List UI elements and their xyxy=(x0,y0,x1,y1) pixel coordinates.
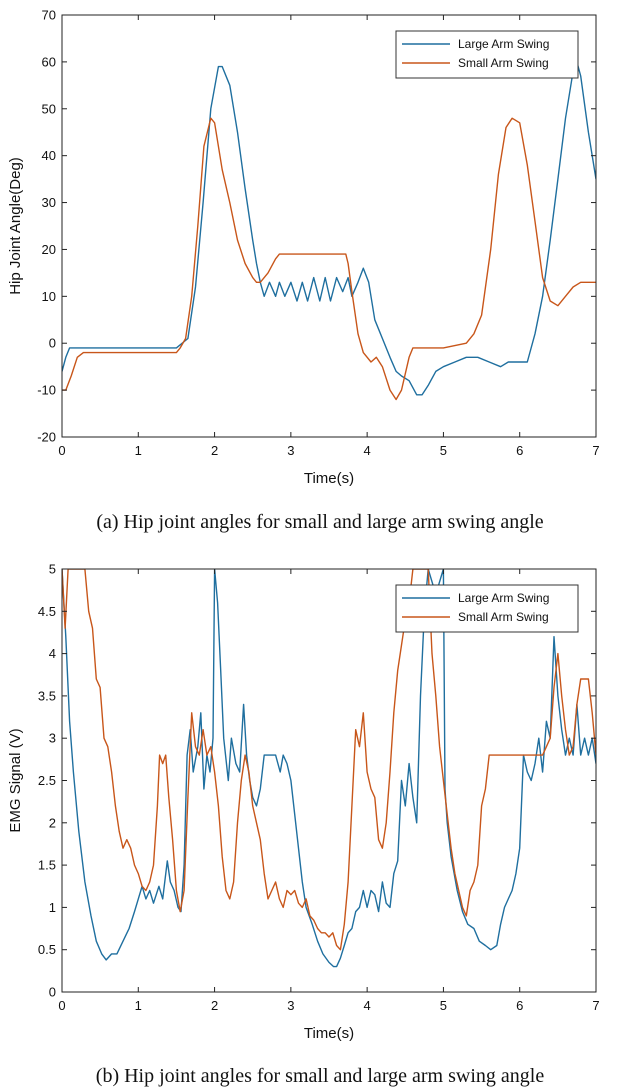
series-line-large-arm-swing xyxy=(62,569,596,968)
y-axis-label: EMG Signal (V) xyxy=(7,728,24,832)
figure-caption: (b) Hip joint angles for small and large… xyxy=(96,1065,545,1087)
y-tick-label: 70 xyxy=(42,8,56,23)
x-tick-label: 6 xyxy=(516,998,523,1013)
series-line-small-arm-swing xyxy=(62,117,596,401)
x-tick-label: 3 xyxy=(287,443,294,458)
x-tick-label: 7 xyxy=(592,998,599,1013)
y-tick-label: 0.5 xyxy=(38,942,56,957)
y-tick-label: 3 xyxy=(49,731,56,746)
x-tick-label: 5 xyxy=(440,998,447,1013)
legend-box xyxy=(395,30,579,79)
axes-frame xyxy=(61,14,597,438)
y-tick-label: 2.5 xyxy=(38,773,56,788)
y-tick-label: 50 xyxy=(42,101,56,116)
series-line-small-arm-swing xyxy=(62,569,596,951)
x-tick-label: 0 xyxy=(58,998,65,1013)
x-tick-label: 1 xyxy=(135,443,142,458)
y-tick-label: 0 xyxy=(49,336,56,351)
x-tick-label: 2 xyxy=(211,443,218,458)
legend-label-large-arm-swing: Large Arm Swing xyxy=(458,591,549,605)
legend-label-small-arm-swing: Small Arm Swing xyxy=(458,610,549,624)
y-tick-label: 2 xyxy=(49,815,56,830)
x-tick-label: 5 xyxy=(440,443,447,458)
y-tick-label: 4 xyxy=(49,646,56,661)
chart-emg-signal: 0 1 2 3 4 5 6 7 0 0.5 1 1.5 2 2.5 3 3.5 4 4.5 5 Time(s) EMG … xyxy=(7,562,600,1088)
y-tick-label: 1.5 xyxy=(38,858,56,873)
legend: Large Arm Swing Small Arm Swing xyxy=(395,30,579,79)
series-line-large-arm-swing xyxy=(62,61,596,396)
chart-hip-angle: 0 1 2 3 4 5 6 7 -20 -10 0 10 20 30 40 50 60 70 Time(s) Hip … xyxy=(7,8,600,534)
y-tick-label: -10 xyxy=(37,383,56,398)
y-tick-label: 10 xyxy=(42,289,56,304)
legend: Large Arm Swing Small Arm Swing xyxy=(395,584,579,633)
x-tick-label: 4 xyxy=(364,443,371,458)
y-tick-label: 0 xyxy=(49,985,56,1000)
x-axis-label: Time(s) xyxy=(304,470,354,487)
x-axis-label: Time(s) xyxy=(304,1025,354,1042)
y-tick-label: 60 xyxy=(42,54,56,69)
y-tick-label: 1 xyxy=(49,900,56,915)
legend-box xyxy=(395,584,579,633)
y-axis-label: Hip Joint Angle(Deg) xyxy=(7,157,24,295)
legend-label-small-arm-swing: Small Arm Swing xyxy=(458,56,549,70)
x-tick-label: 1 xyxy=(135,998,142,1013)
y-tick-label: 40 xyxy=(42,148,56,163)
y-tick-label: 5 xyxy=(49,562,56,577)
y-tick-label: 20 xyxy=(42,242,56,257)
legend-label-large-arm-swing: Large Arm Swing xyxy=(458,37,549,51)
x-tick-label: 2 xyxy=(211,998,218,1013)
x-tick-label: 6 xyxy=(516,443,523,458)
x-tick-label: 3 xyxy=(287,998,294,1013)
y-tick-label: 4.5 xyxy=(38,604,56,619)
y-tick-label: 3.5 xyxy=(38,688,56,703)
figure-caption: (a) Hip joint angles for small and large… xyxy=(96,511,543,533)
x-tick-label: 7 xyxy=(592,443,599,458)
x-tick-label: 4 xyxy=(364,998,371,1013)
y-tick-label: 30 xyxy=(42,195,56,210)
y-tick-label: -20 xyxy=(37,430,56,445)
x-tick-label: 0 xyxy=(58,443,65,458)
